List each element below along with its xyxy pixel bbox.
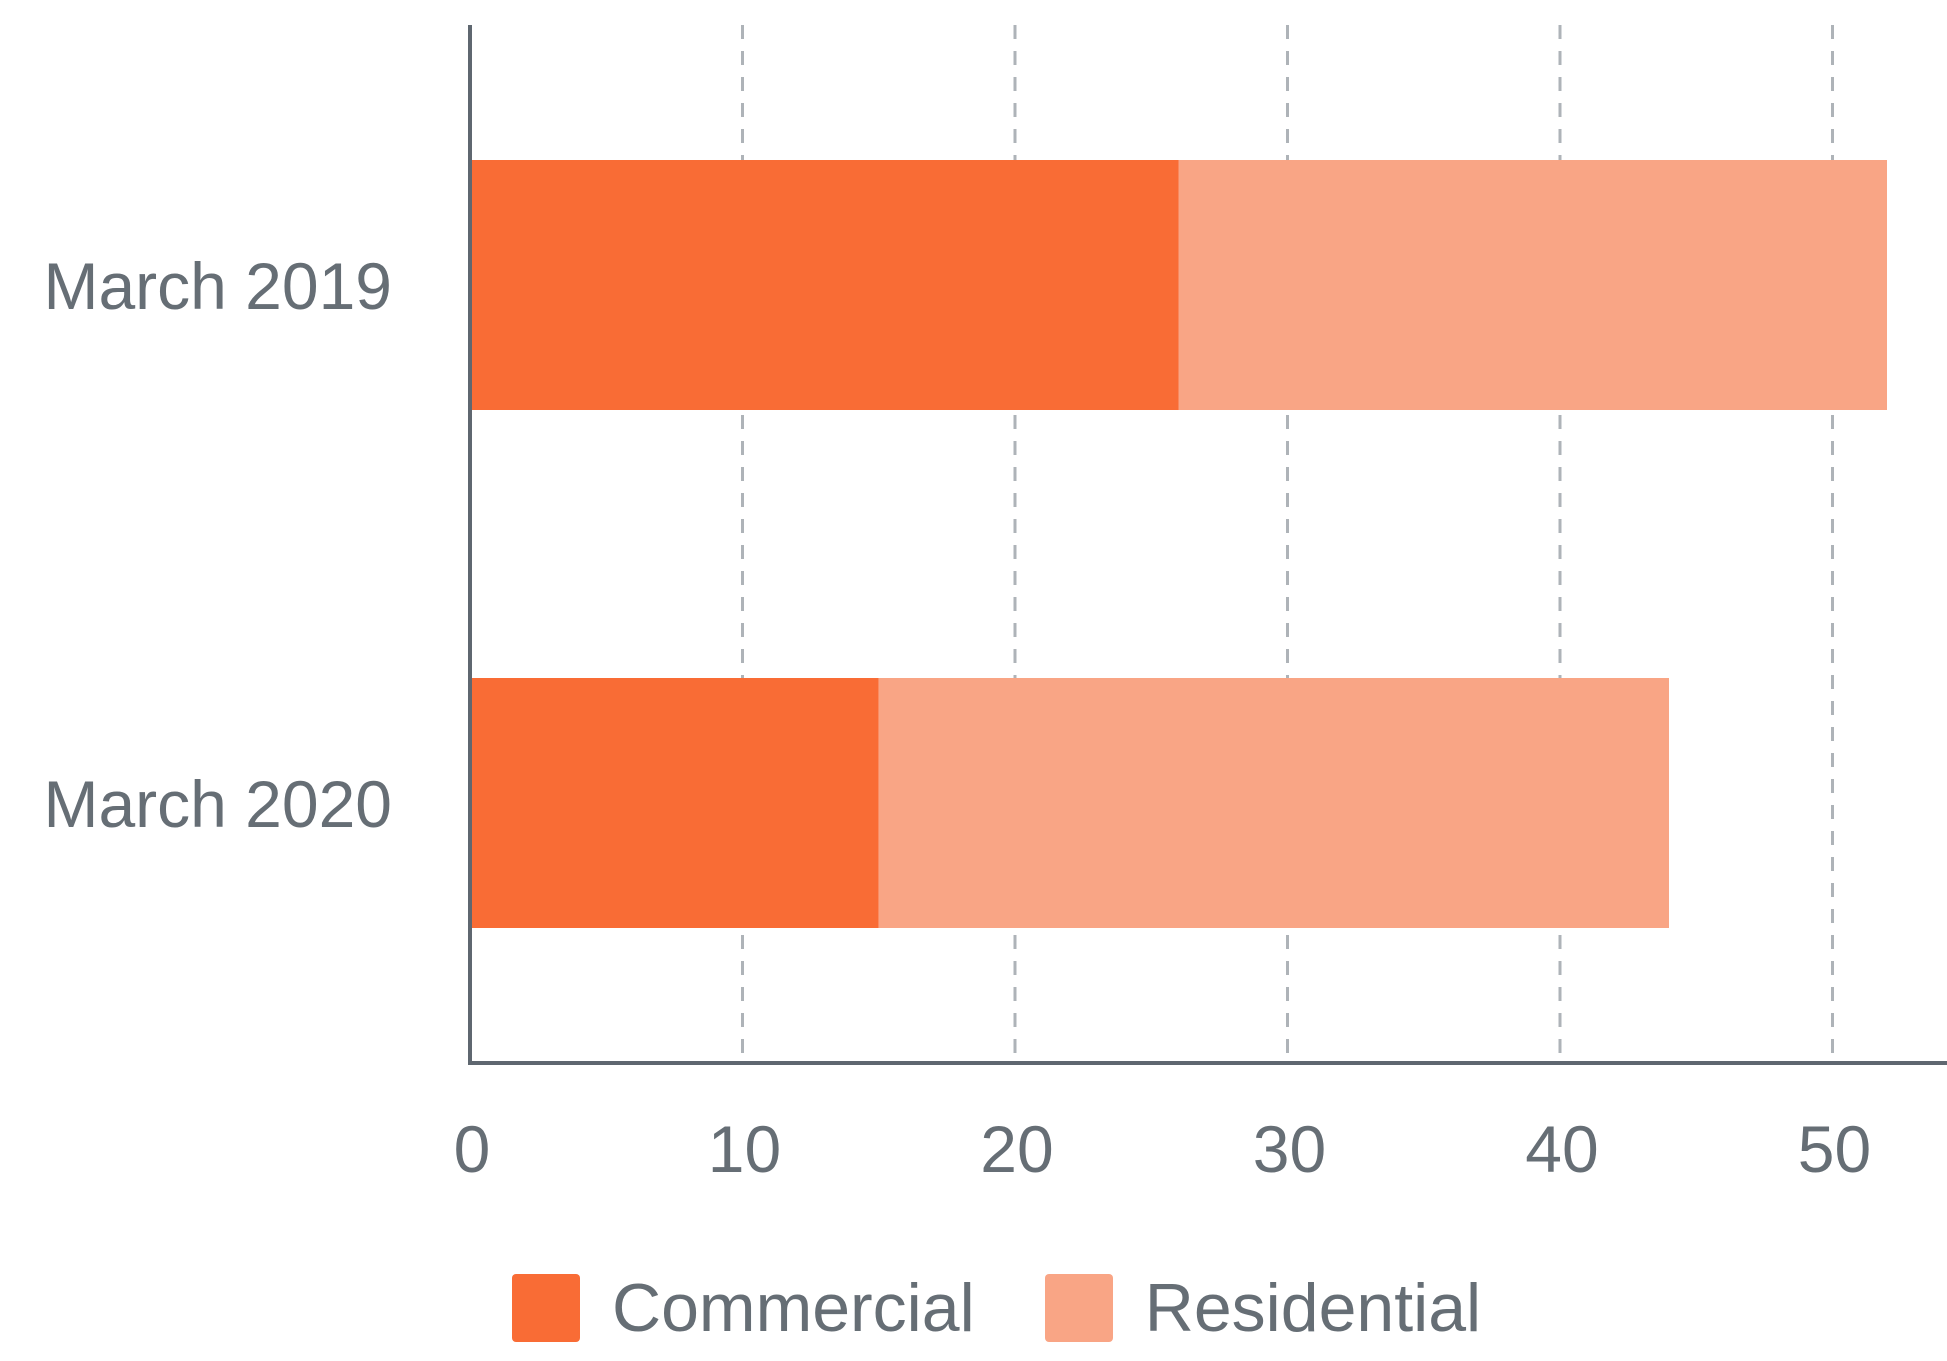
bar-residential-1 [1178,160,1887,410]
bar-residential-2 [878,678,1669,928]
x-tick-labels: 0 10 20 30 40 50 [454,1112,1872,1186]
bar-commercial-2 [470,678,879,928]
category-labels: March 2019 March 2020 [43,249,392,841]
bar-commercial-1 [470,160,1179,410]
legend-label-residential: Residential [1144,1270,1482,1346]
legend-swatch-residential [1044,1274,1113,1342]
category-label-1: March 2019 [43,249,392,323]
category-label-2: March 2020 [43,767,392,841]
x-tick-label-50: 50 [1798,1112,1871,1186]
legend-item-commercial[interactable]: Commercial [512,1274,975,1342]
bars [470,160,1887,928]
x-tick-label-30: 30 [1253,1112,1326,1186]
x-tick-label-20: 20 [980,1112,1053,1186]
x-tick-label-40: 40 [1525,1112,1598,1186]
legend: Commercial Residential [512,1272,1551,1344]
x-tick-label-10: 10 [708,1112,781,1186]
x-tick-label-0: 0 [454,1112,491,1186]
legend-label-commercial: Commercial [612,1270,975,1346]
legend-swatch-commercial [512,1274,580,1342]
legend-item-residential[interactable]: Residential [1044,1270,1482,1346]
